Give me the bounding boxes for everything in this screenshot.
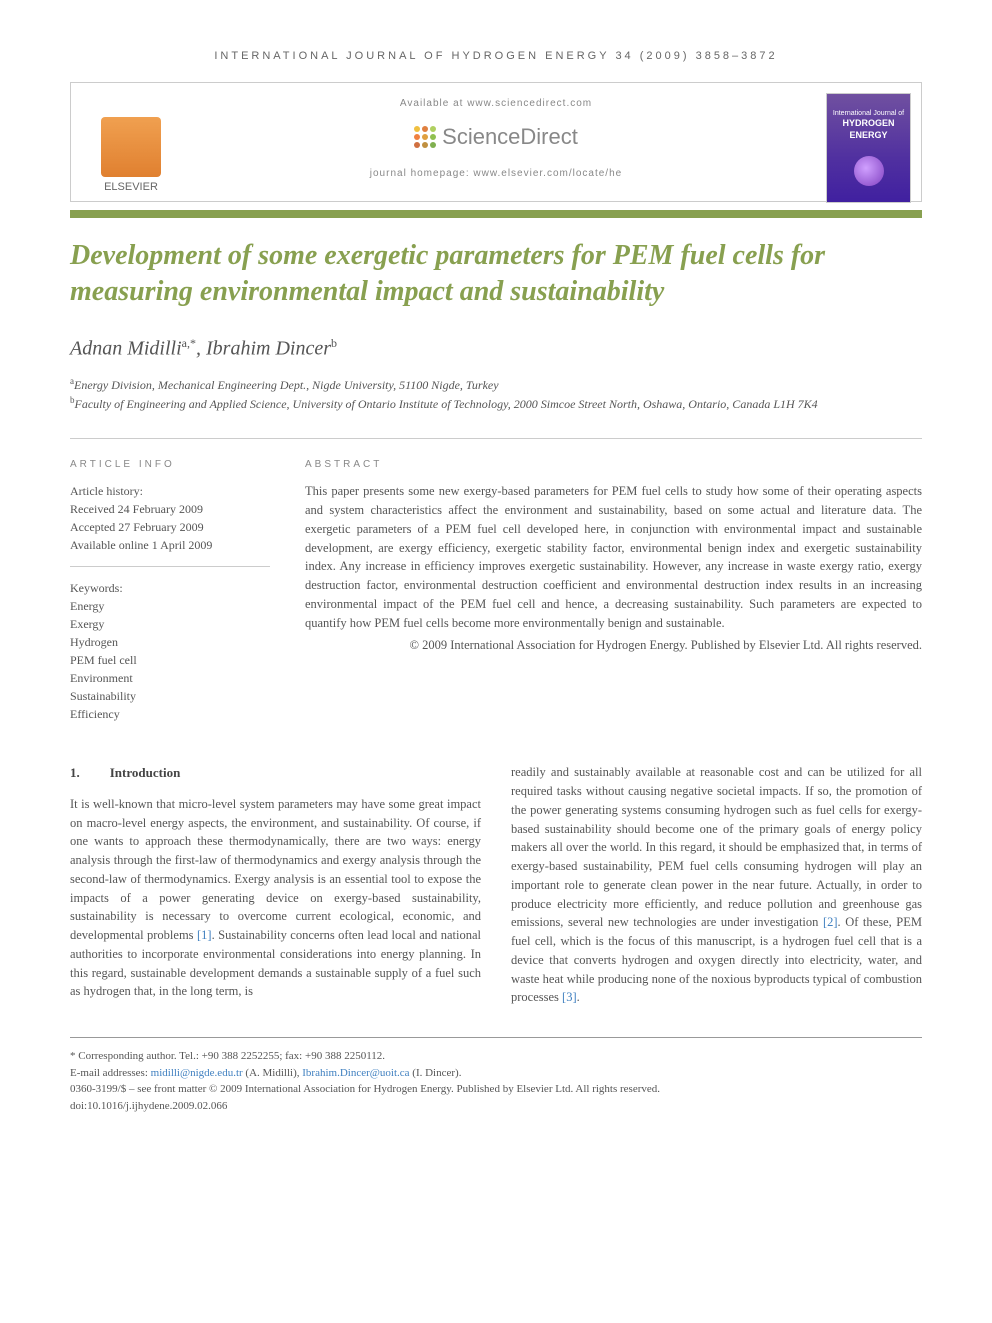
- article-title: Development of some exergetic parameters…: [70, 238, 922, 311]
- abstract-copyright: © 2009 International Association for Hyd…: [305, 636, 922, 655]
- keyword: PEM fuel cell: [70, 651, 270, 669]
- keyword: Sustainability: [70, 687, 270, 705]
- footer-copyright: 0360-3199/$ – see front matter © 2009 In…: [70, 1081, 922, 1098]
- title-accent-bar: [70, 210, 922, 218]
- elsevier-label: ELSEVIER: [104, 181, 158, 193]
- keyword: Efficiency: [70, 705, 270, 723]
- body-column-left: 1. Introduction It is well-known that mi…: [70, 763, 481, 1007]
- section-number: 1.: [70, 763, 80, 783]
- keyword: Environment: [70, 669, 270, 687]
- body-columns: 1. Introduction It is well-known that mi…: [70, 763, 922, 1007]
- abstract-text: This paper presents some new exergy-base…: [305, 482, 922, 632]
- sciencedirect-label: ScienceDirect: [442, 124, 578, 150]
- available-at-text: Available at www.sciencedirect.com: [201, 98, 791, 109]
- keywords-block: Keywords: Energy Exergy Hydrogen PEM fue…: [70, 579, 270, 723]
- email-link[interactable]: Ibrahim.Dincer@uoit.ca: [302, 1067, 409, 1079]
- article-info-column: ARTICLE INFO Article history: Received 2…: [70, 459, 270, 723]
- received-date: Received 24 February 2009: [70, 500, 270, 518]
- body-paragraph: readily and sustainably available at rea…: [511, 763, 922, 1007]
- affiliation: aEnergy Division, Mechanical Engineering…: [70, 375, 922, 394]
- corresponding-author-line: * Corresponding author. Tel.: +90 388 22…: [70, 1048, 922, 1065]
- reference-link[interactable]: [1]: [197, 928, 212, 942]
- keywords-label: Keywords:: [70, 579, 270, 597]
- authors-line: Adnan Midillia,*, Ibrahim Dincerb: [70, 336, 922, 361]
- keyword: Hydrogen: [70, 633, 270, 651]
- body-column-right: readily and sustainably available at rea…: [511, 763, 922, 1007]
- history-label: Article history:: [70, 482, 270, 500]
- journal-homepage-text: journal homepage: www.elsevier.com/locat…: [201, 168, 791, 179]
- info-abstract-row: ARTICLE INFO Article history: Received 2…: [70, 438, 922, 723]
- sciencedirect-logo: ScienceDirect: [201, 124, 791, 150]
- reference-link[interactable]: [2]: [823, 915, 838, 929]
- article-info-heading: ARTICLE INFO: [70, 459, 270, 470]
- keyword: Energy: [70, 597, 270, 615]
- journal-running-header: INTERNATIONAL JOURNAL OF HYDROGEN ENERGY…: [70, 50, 922, 62]
- elsevier-tree-icon: [101, 117, 161, 177]
- elsevier-logo: ELSEVIER: [81, 93, 181, 193]
- keyword: Exergy: [70, 615, 270, 633]
- sciencedirect-dots-icon: [414, 126, 436, 148]
- journal-header-box: ELSEVIER International Journal of HYDROG…: [70, 82, 922, 202]
- section-title: Introduction: [110, 763, 181, 783]
- available-date: Available online 1 April 2009: [70, 536, 270, 554]
- body-paragraph: It is well-known that micro-level system…: [70, 795, 481, 1001]
- author-name: Ibrahim Dincer: [206, 337, 331, 359]
- doi-line: doi:10.1016/j.ijhydene.2009.02.066: [70, 1098, 922, 1115]
- affiliations-block: aEnergy Division, Mechanical Engineering…: [70, 375, 922, 413]
- affiliation: bFaculty of Engineering and Applied Scie…: [70, 394, 922, 413]
- footer-section: * Corresponding author. Tel.: +90 388 22…: [70, 1037, 922, 1114]
- author-superscript: b: [331, 336, 337, 350]
- email-link[interactable]: midilli@nigde.edu.tr: [151, 1067, 243, 1079]
- author-name: Adnan Midilli: [70, 337, 182, 359]
- reference-link[interactable]: [3]: [562, 990, 577, 1004]
- article-history-block: Article history: Received 24 February 20…: [70, 482, 270, 567]
- page-container: INTERNATIONAL JOURNAL OF HYDROGEN ENERGY…: [0, 0, 992, 1154]
- accepted-date: Accepted 27 February 2009: [70, 518, 270, 536]
- section-heading: 1. Introduction: [70, 763, 481, 783]
- email-line: E-mail addresses: midilli@nigde.edu.tr (…: [70, 1065, 922, 1082]
- abstract-column: ABSTRACT This paper presents some new ex…: [305, 459, 922, 723]
- journal-cover-thumbnail: International Journal of HYDROGEN ENERGY: [826, 93, 911, 203]
- cover-orb-icon: [854, 156, 884, 186]
- author-superscript: a,*: [182, 336, 196, 350]
- abstract-heading: ABSTRACT: [305, 459, 922, 470]
- cover-title: International Journal of HYDROGEN ENERGY: [833, 109, 904, 141]
